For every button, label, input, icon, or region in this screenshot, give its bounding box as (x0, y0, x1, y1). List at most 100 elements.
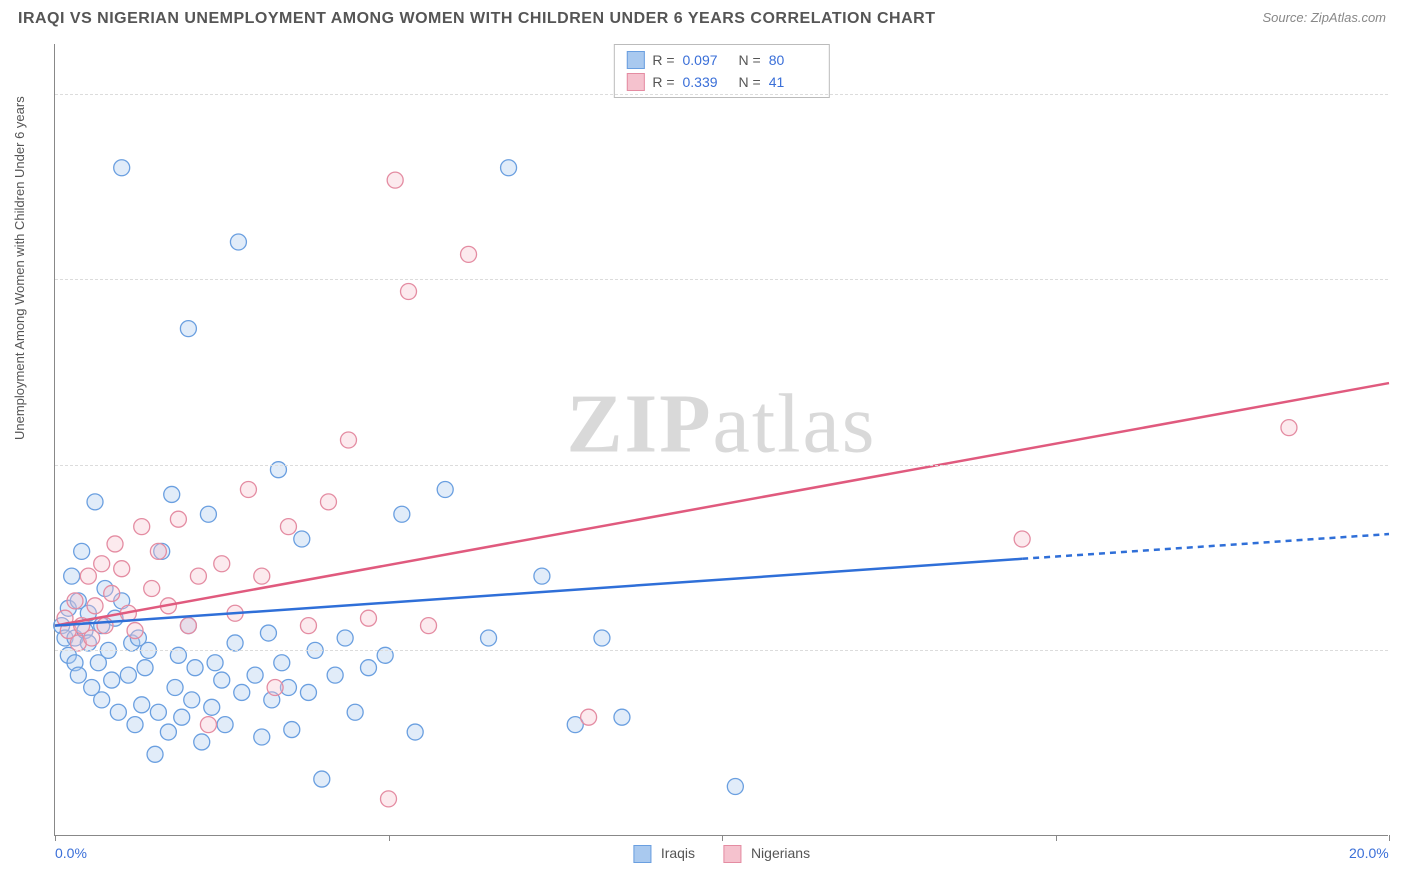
scatter-point (194, 734, 210, 750)
legend-n-value: 41 (769, 74, 817, 90)
scatter-point (137, 660, 153, 676)
scatter-point (247, 667, 263, 683)
scatter-point (120, 667, 136, 683)
scatter-point (300, 684, 316, 700)
scatter-point (280, 519, 296, 535)
scatter-point (254, 568, 270, 584)
scatter-point (260, 625, 276, 641)
scatter-point (274, 655, 290, 671)
scatter-point (170, 511, 186, 527)
x-tick-label: 20.0% (1349, 845, 1389, 861)
scatter-svg (55, 44, 1388, 835)
scatter-point (381, 791, 397, 807)
scatter-point (481, 630, 497, 646)
scatter-point (421, 618, 437, 634)
scatter-point (234, 684, 250, 700)
scatter-point (200, 506, 216, 522)
scatter-point (167, 680, 183, 696)
scatter-point (347, 704, 363, 720)
gridline-h (55, 279, 1388, 280)
scatter-point (87, 494, 103, 510)
scatter-point (114, 561, 130, 577)
legend-row-nigerians: R = 0.339 N = 41 (626, 71, 816, 93)
scatter-point (174, 709, 190, 725)
legend-swatch-nigerians (723, 845, 741, 863)
scatter-point (401, 284, 417, 300)
legend-r-label: R = (652, 52, 674, 68)
scatter-point (360, 660, 376, 676)
x-tick-label: 0.0% (55, 845, 87, 861)
legend-r-value: 0.339 (683, 74, 731, 90)
y-tick-label: 7.5% (1393, 642, 1406, 658)
scatter-point (320, 494, 336, 510)
scatter-point (217, 717, 233, 733)
scatter-point (581, 709, 597, 725)
scatter-point (110, 704, 126, 720)
x-tick (722, 835, 723, 841)
legend-n-label: N = (739, 74, 761, 90)
scatter-point (267, 680, 283, 696)
legend-label: Iraqis (661, 845, 695, 861)
scatter-point (150, 704, 166, 720)
scatter-point (180, 618, 196, 634)
scatter-point (314, 771, 330, 787)
scatter-point (127, 717, 143, 733)
scatter-point (67, 593, 83, 609)
y-tick-label: 30.0% (1393, 86, 1406, 102)
scatter-point (190, 568, 206, 584)
scatter-point (240, 482, 256, 498)
scatter-point (70, 667, 86, 683)
scatter-point (160, 724, 176, 740)
scatter-point (127, 623, 143, 639)
scatter-point (144, 581, 160, 597)
scatter-point (150, 543, 166, 559)
scatter-point (340, 432, 356, 448)
scatter-point (337, 630, 353, 646)
legend-swatch-iraqis (633, 845, 651, 863)
legend-item-iraqis: Iraqis (633, 845, 695, 863)
scatter-point (87, 598, 103, 614)
scatter-point (594, 630, 610, 646)
scatter-point (461, 246, 477, 262)
scatter-point (230, 234, 246, 250)
scatter-point (727, 779, 743, 795)
scatter-point (180, 321, 196, 337)
scatter-point (437, 482, 453, 498)
y-tick-label: 15.0% (1393, 457, 1406, 473)
scatter-point (214, 672, 230, 688)
x-tick (55, 835, 56, 841)
legend-n-label: N = (739, 52, 761, 68)
scatter-point (134, 697, 150, 713)
legend-r-value: 0.097 (683, 52, 731, 68)
legend-correlation: R = 0.097 N = 80 R = 0.339 N = 41 (613, 44, 829, 98)
legend-swatch-nigerians (626, 73, 644, 91)
legend-r-label: R = (652, 74, 674, 90)
gridline-h (55, 465, 1388, 466)
x-tick (1056, 835, 1057, 841)
x-tick (1389, 835, 1390, 841)
scatter-point (501, 160, 517, 176)
scatter-point (394, 506, 410, 522)
scatter-point (360, 610, 376, 626)
scatter-point (164, 486, 180, 502)
scatter-point (80, 568, 96, 584)
scatter-point (214, 556, 230, 572)
scatter-point (147, 746, 163, 762)
scatter-point (300, 618, 316, 634)
chart-title: IRAQI VS NIGERIAN UNEMPLOYMENT AMONG WOM… (18, 10, 936, 28)
scatter-point (84, 630, 100, 646)
scatter-point (184, 692, 200, 708)
x-tick (389, 835, 390, 841)
scatter-point (104, 672, 120, 688)
source-label: Source: ZipAtlas.com (1262, 10, 1386, 25)
scatter-point (114, 160, 130, 176)
trend-line (1022, 534, 1389, 559)
scatter-point (327, 667, 343, 683)
gridline-h (55, 650, 1388, 651)
scatter-point (407, 724, 423, 740)
scatter-point (284, 722, 300, 738)
legend-swatch-iraqis (626, 51, 644, 69)
scatter-point (1281, 420, 1297, 436)
scatter-point (104, 585, 120, 601)
y-tick-label: 22.5% (1393, 271, 1406, 287)
